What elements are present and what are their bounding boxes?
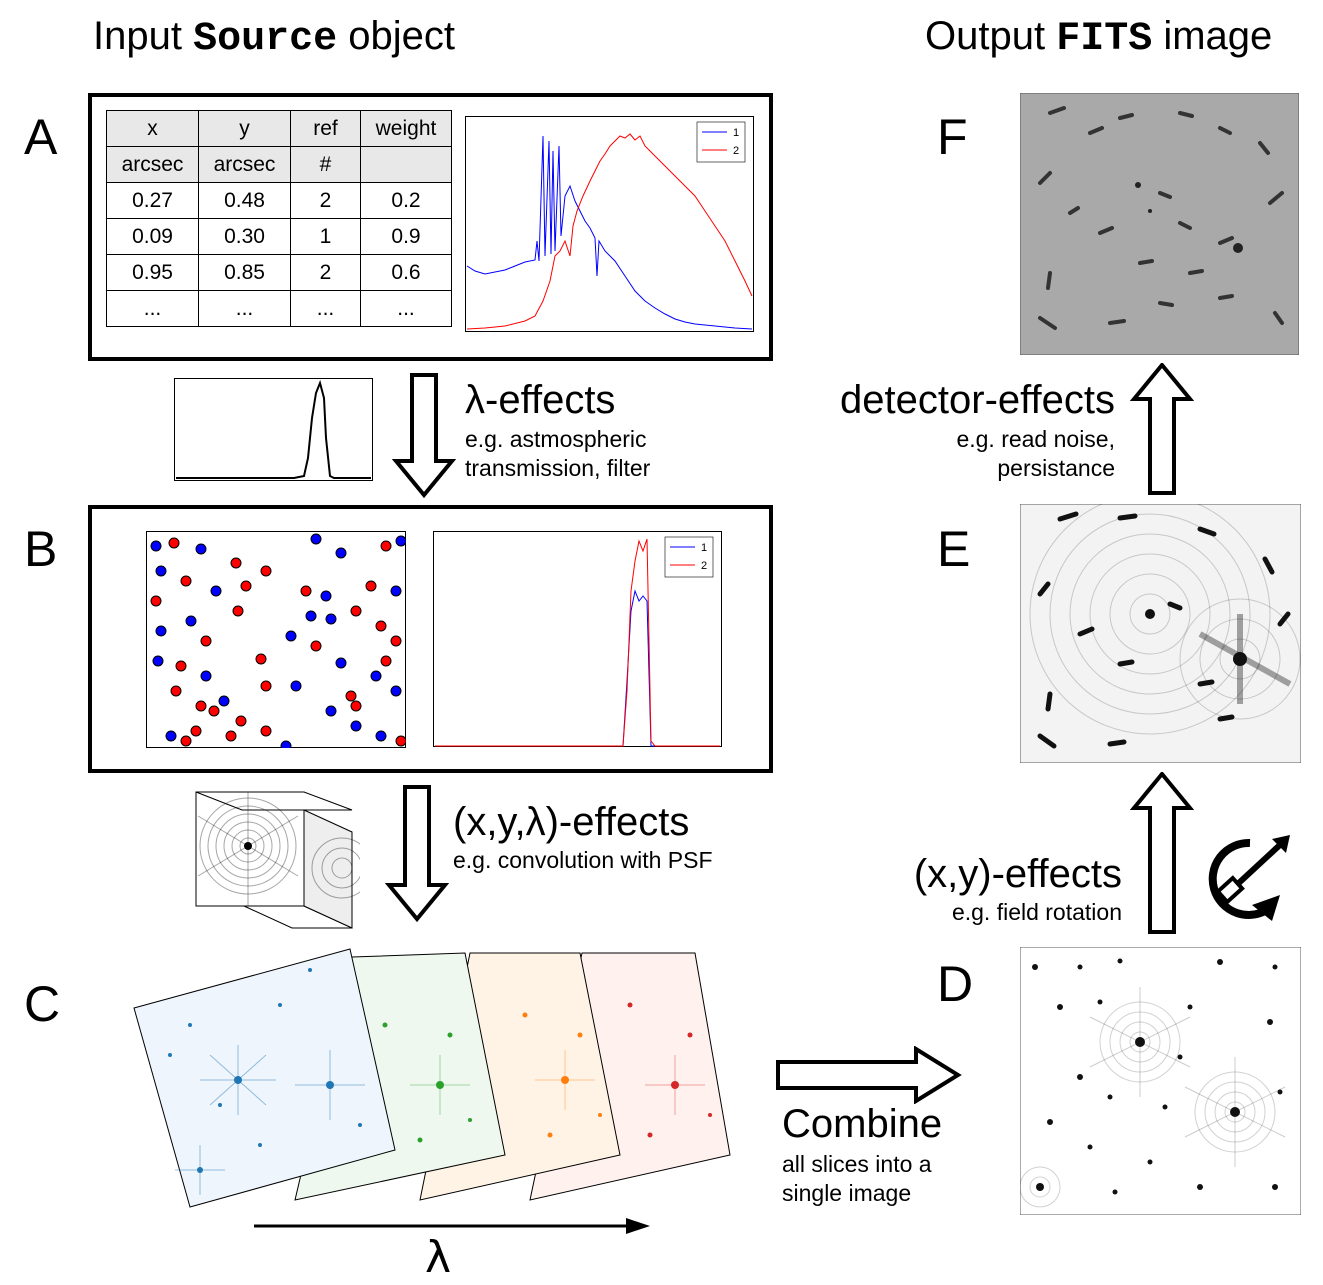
unit-cell: arcsec xyxy=(106,146,199,183)
table-row: 0.09 0.30 1 0.9 xyxy=(106,218,452,255)
lambda-effects-title: λ-effects xyxy=(465,378,616,422)
table-cell: 0.6 xyxy=(360,254,452,291)
xyl-effects-sub: e.g. convolution with PSF xyxy=(453,847,713,873)
arrow-down-icon xyxy=(385,785,449,923)
table-cell: ... xyxy=(198,290,291,327)
legend-label-1: 1 xyxy=(733,127,739,139)
lambda-axis-arrow-icon xyxy=(254,1218,650,1234)
label-e: E xyxy=(937,521,971,577)
source-spectrum-plot: 1 2 xyxy=(465,116,754,332)
table-cell: 0.2 xyxy=(360,182,452,219)
table-cell: ... xyxy=(106,290,199,327)
combine-sub-1: all slices into a xyxy=(782,1151,932,1177)
table-cell: 0.9 xyxy=(360,218,452,255)
legend-label-2: 2 xyxy=(733,145,739,157)
table-cell: 2 xyxy=(290,182,361,219)
xy-effects-title: (x,y)-effects xyxy=(913,852,1122,896)
detector-effects-title: detector-effects xyxy=(840,378,1115,422)
lambda-effects-sub-1: e.g. astmospheric xyxy=(465,426,647,452)
table-cell: 1 xyxy=(290,218,361,255)
field-rotation-icon xyxy=(1208,835,1290,921)
psf-cube-icon xyxy=(195,791,360,929)
output-fits-image xyxy=(1020,93,1299,355)
table-cell: 0.30 xyxy=(198,218,291,255)
detector-effects-sub-1: e.g. read noise, xyxy=(956,426,1115,452)
source-table: x y ref weight arcsec arcsec # 0.27 0.48… xyxy=(106,110,452,327)
table-header-row: x y ref weight xyxy=(106,110,452,147)
col-header: x xyxy=(106,110,199,147)
combine-sub-2: single image xyxy=(782,1180,912,1206)
spectrum-2-line xyxy=(466,133,753,330)
table-cell: 0.95 xyxy=(106,254,199,291)
xyl-effects-title: (x,y,λ)-effects xyxy=(453,800,690,844)
wavelength-slices xyxy=(133,948,731,1208)
label-d: D xyxy=(937,956,974,1012)
table-cell: ... xyxy=(290,290,361,327)
lambda-effects-sub-2: transmission, filter xyxy=(465,455,651,481)
col-header: y xyxy=(198,110,291,147)
xy-effects-sub: e.g. field rotation xyxy=(951,899,1122,925)
filter-curve-plot xyxy=(174,378,373,481)
table-cell: 2 xyxy=(290,254,361,291)
table-cell: 0.09 xyxy=(106,218,199,255)
table-cell: 0.27 xyxy=(106,182,199,219)
lambda-axis-label: λ xyxy=(425,1232,452,1283)
legend-label-2: 2 xyxy=(701,560,707,572)
source-position-plot xyxy=(146,531,406,748)
unit-cell xyxy=(360,146,452,183)
arrow-up-icon xyxy=(1130,363,1194,495)
combined-image xyxy=(1020,947,1301,1215)
rotated-image xyxy=(1020,504,1301,763)
arrow-up-icon xyxy=(1130,772,1194,934)
detector-effects-sub-2: persistance xyxy=(997,455,1115,481)
legend-label-1: 1 xyxy=(701,542,707,554)
table-cell: 0.85 xyxy=(198,254,291,291)
label-a: A xyxy=(24,109,58,165)
arrow-down-icon xyxy=(392,373,456,498)
table-row: 0.27 0.48 2 0.2 xyxy=(106,182,452,219)
table-unit-row: arcsec arcsec # xyxy=(106,146,452,183)
input-header: Input Source object xyxy=(93,14,455,62)
col-header: ref xyxy=(290,110,361,147)
output-header: Output FITS image xyxy=(925,14,1273,62)
combine-title: Combine xyxy=(782,1102,943,1146)
table-cell: ... xyxy=(360,290,452,327)
table-row: 0.95 0.85 2 0.6 xyxy=(106,254,452,291)
table-row: ... ... ... ... xyxy=(106,290,452,327)
unit-cell: # xyxy=(290,146,361,183)
unit-cell: arcsec xyxy=(198,146,291,183)
spectrum-1-line xyxy=(466,135,753,330)
table-cell: 0.48 xyxy=(198,182,291,219)
label-b: B xyxy=(24,521,58,577)
slice-blue xyxy=(133,948,396,1208)
label-c: C xyxy=(24,976,61,1032)
arrow-right-icon xyxy=(776,1046,962,1104)
label-f: F xyxy=(937,109,968,165)
col-header: weight xyxy=(360,110,452,147)
filtered-spectrum-plot: 1 2 xyxy=(433,531,722,747)
